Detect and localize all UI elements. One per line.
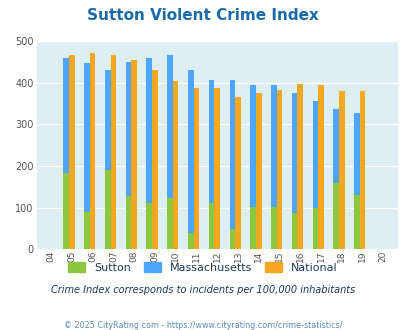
Bar (229, 229, 234, 249)
Bar (250, 85, 255, 249)
Bar (188, 70, 193, 249)
Bar (69, 54, 75, 249)
Bar (63, 173, 69, 249)
Bar (312, 101, 318, 249)
Bar (318, 85, 323, 249)
Bar (193, 88, 199, 249)
Bar (126, 196, 131, 249)
Bar (271, 207, 276, 249)
Bar (208, 80, 214, 249)
Bar (84, 63, 90, 249)
Bar (291, 213, 297, 249)
Bar (126, 62, 131, 249)
Bar (131, 60, 136, 249)
Text: Sutton Violent Crime Index: Sutton Violent Crime Index (87, 8, 318, 23)
Bar (84, 212, 90, 249)
Bar (250, 207, 255, 249)
Bar (152, 70, 157, 249)
Bar (110, 55, 116, 249)
Text: © 2025 CityRating.com - https://www.cityrating.com/crime-statistics/: © 2025 CityRating.com - https://www.city… (64, 321, 341, 330)
Bar (90, 53, 95, 249)
Bar (234, 97, 240, 249)
Bar (146, 58, 152, 249)
Bar (208, 203, 214, 249)
Bar (173, 81, 178, 249)
Bar (297, 84, 303, 249)
Text: Crime Index corresponds to incidents per 100,000 inhabitants: Crime Index corresponds to incidents per… (51, 285, 354, 295)
Bar (312, 208, 318, 249)
Bar (333, 110, 338, 249)
Bar (167, 55, 173, 249)
Bar (291, 93, 297, 249)
Legend: Sutton, Massachusetts, National: Sutton, Massachusetts, National (64, 258, 341, 278)
Bar (255, 93, 261, 249)
Bar (146, 203, 152, 249)
Bar (353, 195, 359, 249)
Bar (271, 85, 276, 249)
Bar (167, 198, 173, 249)
Bar (188, 233, 193, 249)
Bar (353, 113, 359, 249)
Bar (359, 91, 364, 249)
Bar (229, 80, 234, 249)
Bar (105, 170, 110, 249)
Bar (338, 91, 344, 249)
Bar (333, 183, 338, 249)
Bar (63, 58, 69, 249)
Bar (214, 88, 220, 249)
Bar (276, 90, 281, 249)
Bar (105, 70, 110, 249)
